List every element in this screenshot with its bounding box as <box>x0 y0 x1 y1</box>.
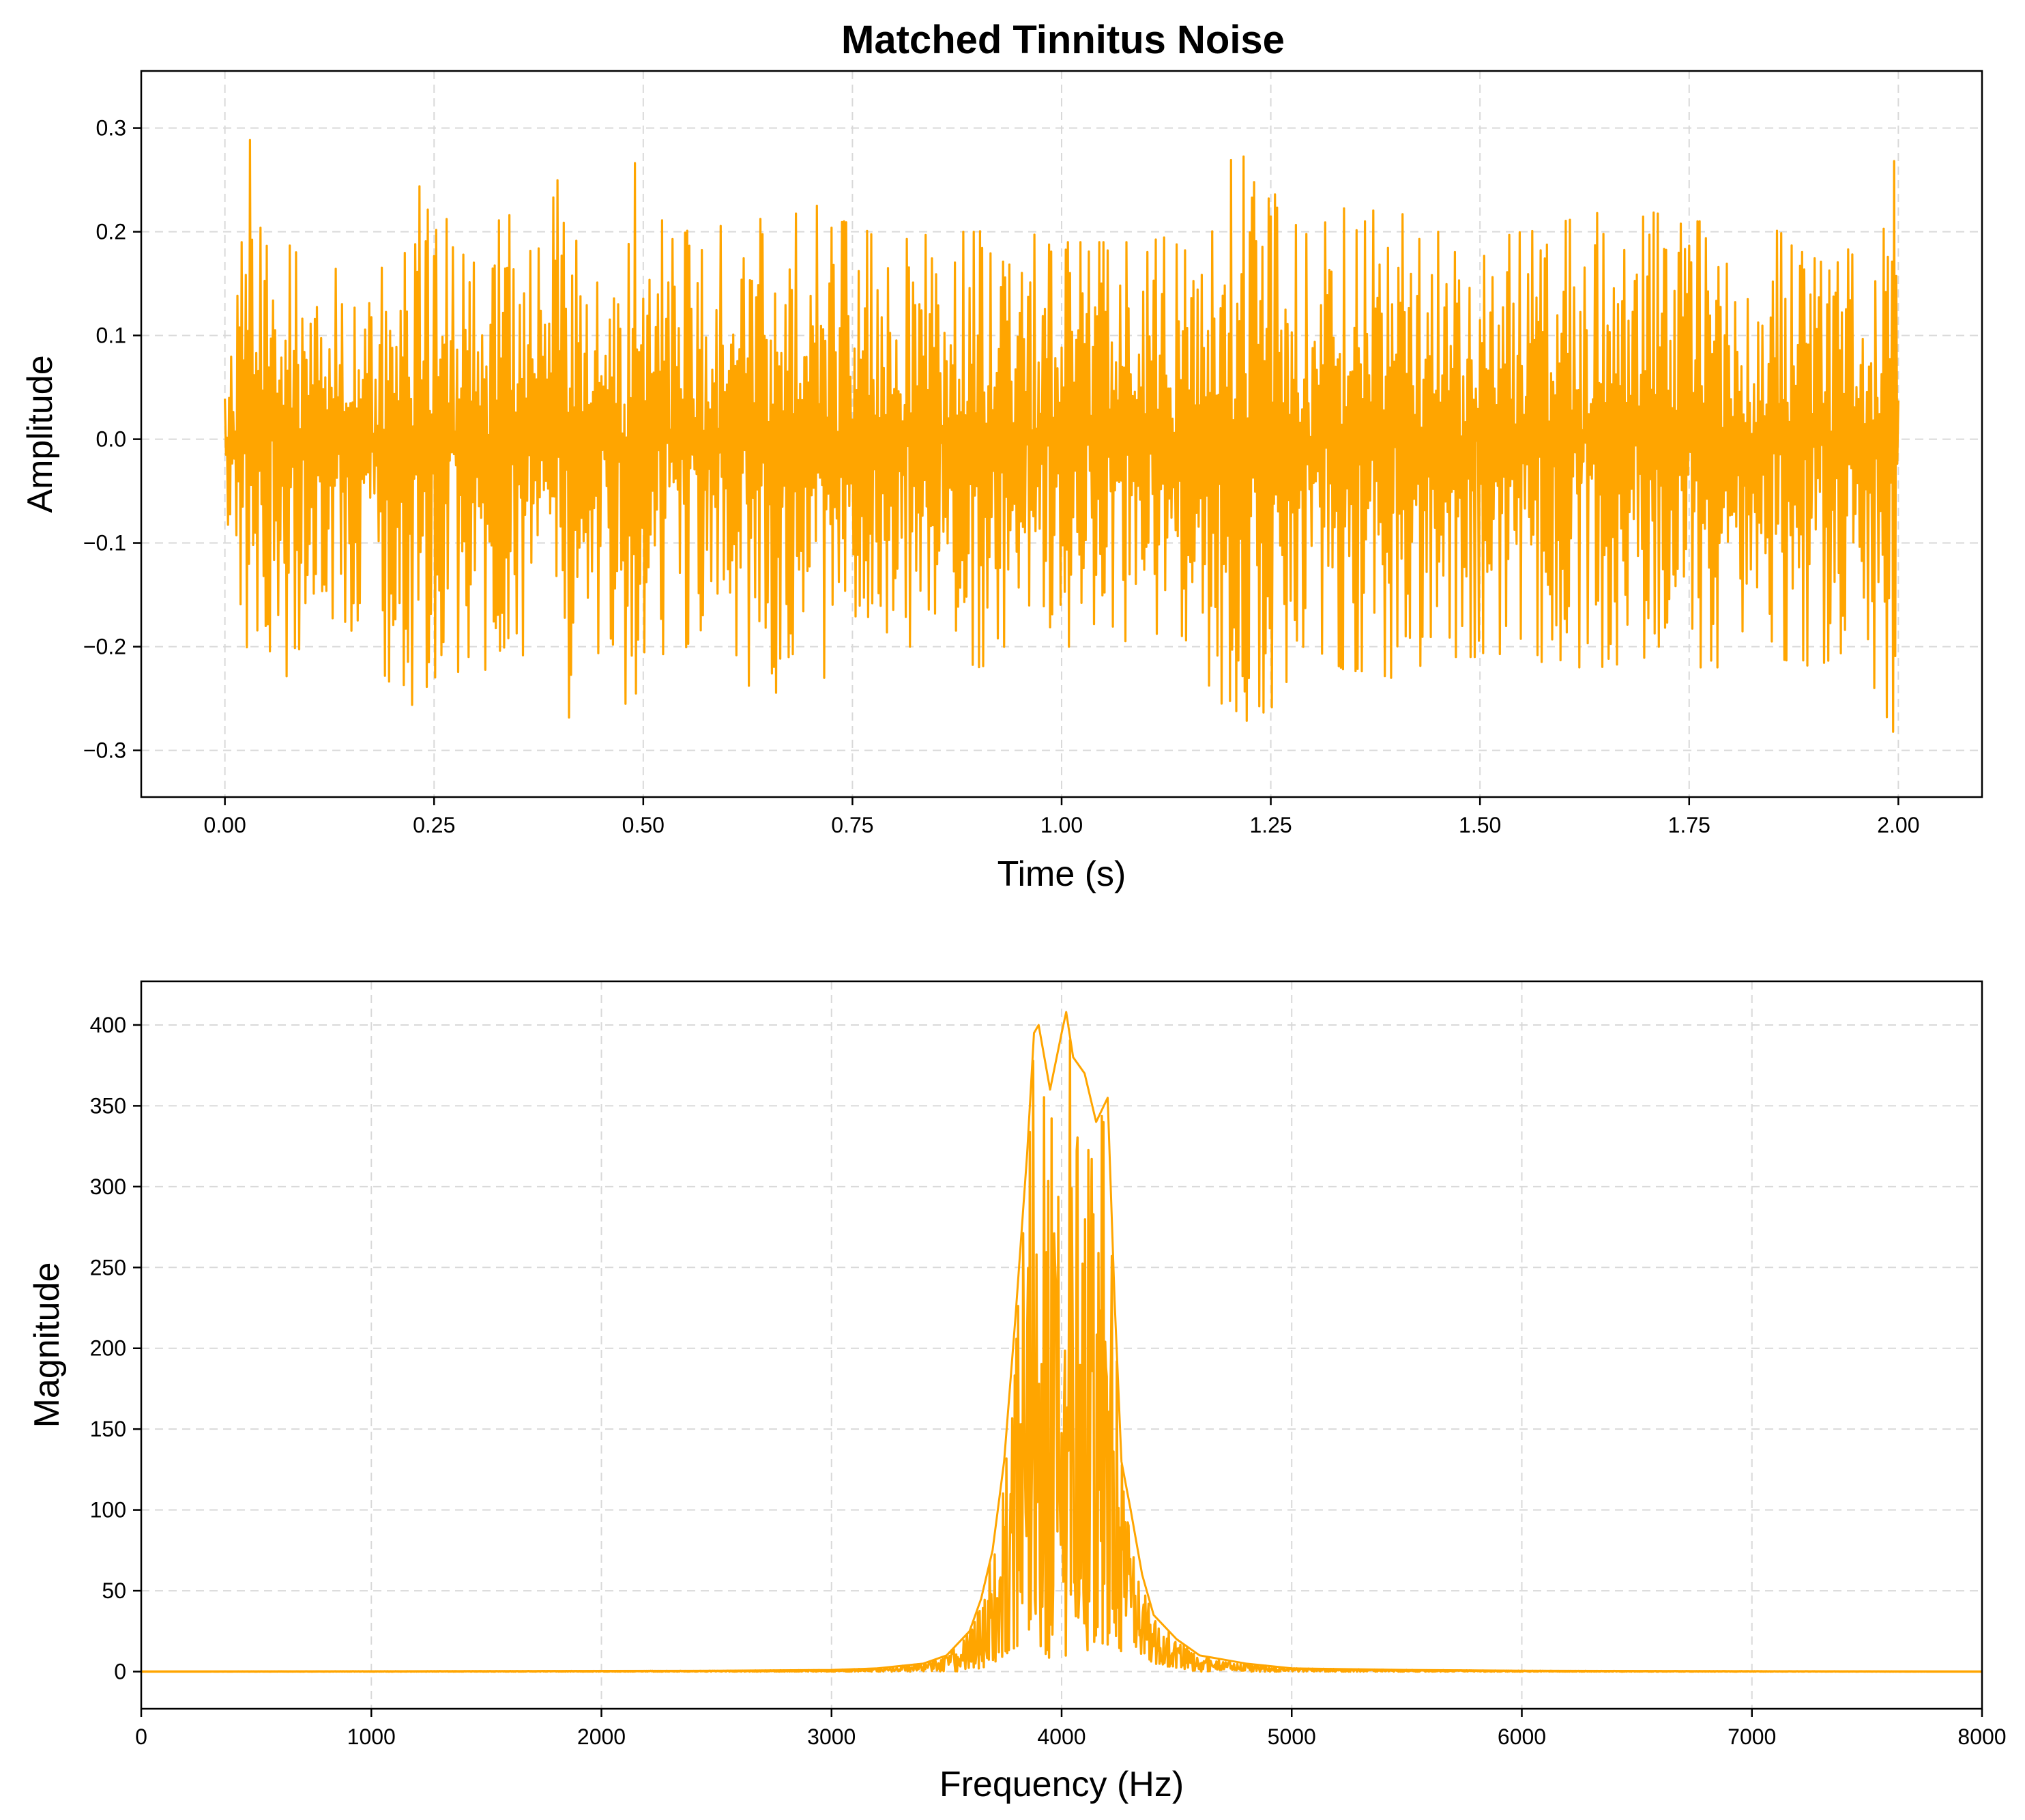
x-tick-label: 2000 <box>577 1724 626 1749</box>
y-tick-label: 0 <box>114 1660 126 1684</box>
x-tick-label: 6000 <box>1498 1724 1546 1749</box>
frequency-axis-label: Frequency (Hz) <box>939 1765 1184 1804</box>
y-tick-label: −0.1 <box>83 531 126 555</box>
y-tick-label: 150 <box>90 1417 126 1441</box>
x-tick-label: 3000 <box>807 1724 856 1749</box>
x-tick-label: 1000 <box>347 1724 396 1749</box>
frequency-domain-ticks: 0 1000 2000 3000 4000 5000 6000 7000 8000 0 50 100 1… <box>90 1013 2007 1749</box>
x-tick-label: 1.75 <box>1668 813 1710 837</box>
x-tick-label: 8000 <box>1957 1724 2006 1749</box>
chart-title: Matched Tinnitus Noise <box>841 18 1285 62</box>
x-tick-label: 1.00 <box>1040 813 1083 837</box>
y-tick-label: 300 <box>90 1174 126 1199</box>
time-domain-ticks: 0.00 0.25 0.50 0.75 1.00 1.25 1.50 1.75 2.00 −0.3… <box>83 116 1920 837</box>
time-axis-label: Time (s) <box>997 854 1126 894</box>
y-tick-label: 0.0 <box>96 427 126 452</box>
y-tick-label: 200 <box>90 1336 126 1361</box>
x-tick-label: 7000 <box>1728 1724 1776 1749</box>
x-tick-label: 2.00 <box>1877 813 1919 837</box>
x-tick-label: 0 <box>135 1724 147 1749</box>
magnitude-envelope-upper <box>141 1011 1983 1673</box>
time-domain-series <box>224 139 1899 733</box>
frequency-domain-plot: 0 1000 2000 3000 4000 5000 6000 7000 8000 0 50 100 1… <box>27 980 2007 1804</box>
y-tick-label: 400 <box>90 1013 126 1037</box>
y-tick-label: 0.2 <box>96 220 126 244</box>
x-tick-label: 0.50 <box>622 813 665 837</box>
y-tick-label: −0.2 <box>83 635 126 659</box>
x-tick-label: 1.50 <box>1459 813 1501 837</box>
y-tick-label: 0.1 <box>96 323 126 348</box>
magnitude-axis-label: Magnitude <box>27 1262 67 1428</box>
y-tick-label: 350 <box>90 1093 126 1118</box>
amplitude-trace <box>224 139 1899 733</box>
x-tick-label: 0.25 <box>413 813 455 837</box>
frequency-domain-series <box>141 1011 1983 1673</box>
y-tick-label: 100 <box>90 1498 126 1522</box>
x-tick-label: 1.25 <box>1249 813 1292 837</box>
time-domain-plot: 0.00 0.25 0.50 0.75 1.00 1.25 1.50 1.75 2.00 −0.3… <box>20 70 1983 894</box>
y-tick-label: 250 <box>90 1255 126 1280</box>
x-tick-label: 5000 <box>1268 1724 1316 1749</box>
x-tick-label: 0.00 <box>203 813 246 837</box>
x-tick-label: 0.75 <box>831 813 873 837</box>
x-tick-label: 4000 <box>1037 1724 1086 1749</box>
y-tick-label: 50 <box>102 1578 126 1603</box>
y-tick-label: 0.3 <box>96 116 126 141</box>
amplitude-axis-label: Amplitude <box>20 355 60 512</box>
y-tick-label: −0.3 <box>83 738 126 763</box>
